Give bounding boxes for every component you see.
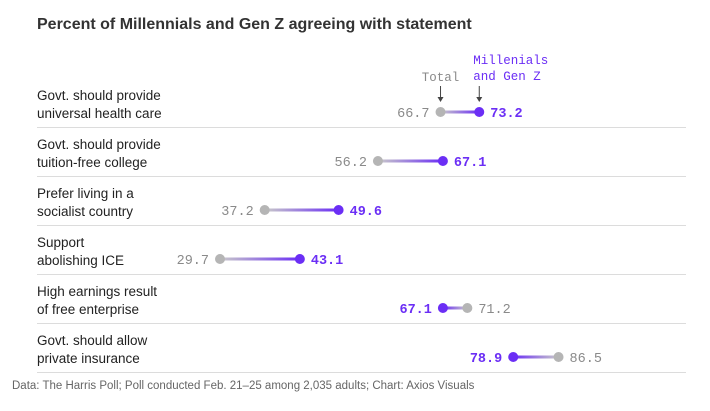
total-dot [372,156,383,166]
connector-line [440,110,480,114]
legend: Total Millenials and Gen Z [422,54,548,102]
total-value-label: 29.7 [177,254,209,269]
total-value-label: 56.2 [335,156,367,171]
total-dot [259,205,270,215]
category-label-line1: Prefer living in a [37,186,134,201]
total-value-label: 86.5 [570,352,602,367]
millennials-dot [474,107,485,117]
row: Govt. should allow private insurance 86.5 7… [37,333,686,373]
millennials-value-label: 43.1 [311,254,343,269]
total-dot [462,303,473,313]
category-label-line2: of free enterprise [37,302,139,317]
category-label-line1: Govt. should provide [37,137,161,152]
chart-rows: Govt. should provide universal health car… [37,88,686,373]
row: Govt. should provide universal health car… [37,88,686,128]
category-label-line2: private insurance [37,351,140,366]
row: High earnings result of free enterprise 71… [37,284,686,324]
millennials-dot [508,352,519,362]
category-label-line1: Support [37,235,85,250]
legend-total-label: Total [422,71,460,85]
dumbbell-chart: Total Millenials and Gen Z Govt. should pr… [37,54,686,373]
millennials-value-label: 67.1 [454,156,486,171]
total-dot [553,352,564,362]
row: Support abolishing ICE 29.7 43.1 [37,235,686,275]
connector-line [513,355,559,359]
category-label-line2: tuition-free college [37,155,147,170]
total-dot [435,107,446,117]
category-label-line2: abolishing ICE [37,253,124,268]
category-label-line1: High earnings result [37,284,157,299]
total-value-label: 37.2 [221,205,253,220]
connector-line [442,306,468,310]
total-dot [215,254,225,264]
legend-millennials-arrowhead [476,97,483,102]
millennials-dot [437,303,448,313]
millennials-value-label: 49.6 [350,205,382,220]
connector-line [377,159,443,163]
chart-title: Percent of Millennials and Gen Z agreein… [37,16,472,33]
category-label-line2: socialist country [37,204,133,219]
millennials-dot [437,156,448,166]
connector-line [220,257,300,261]
row: Prefer living in a socialist country 37.2 4… [37,186,686,226]
category-label-line2: universal health care [37,106,162,121]
legend-millennials-label-line1: Millenials [473,54,548,68]
millennials-dot [333,205,344,215]
millennials-value-label: 73.2 [490,107,522,122]
total-value-label: 66.7 [397,107,429,122]
connector-line [264,208,339,212]
millennials-dot [294,254,305,264]
millennials-value-label: 67.1 [399,303,431,318]
legend-total-arrowhead [437,97,444,102]
millennials-value-label: 78.9 [470,352,502,367]
category-label-line1: Govt. should provide [37,88,161,103]
total-value-label: 71.2 [478,303,510,318]
category-label-line1: Govt. should allow [37,333,148,348]
row: Govt. should provide tuition-free college… [37,137,686,177]
source-note: Data: The Harris Poll; Poll conducted Fe… [12,380,475,392]
legend-millennials-label-line2: and Gen Z [473,70,541,84]
